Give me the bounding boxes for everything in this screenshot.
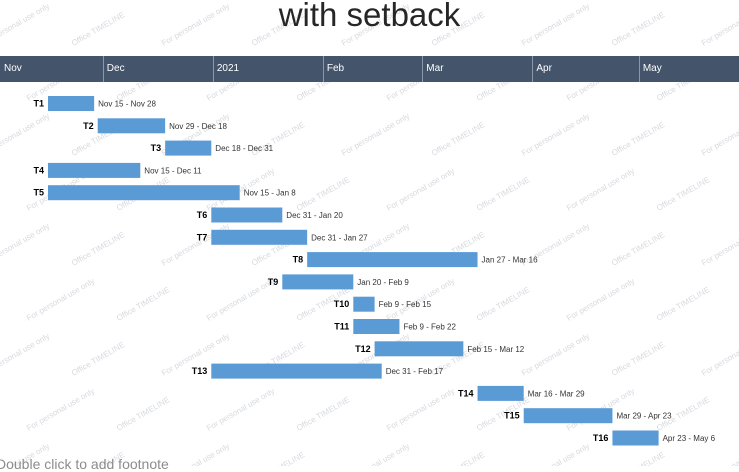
task-row[interactable]: T6 Dec 31 - Jan 20 xyxy=(197,207,344,223)
task-row[interactable]: T5 Nov 15 - Jan 8 xyxy=(33,185,297,201)
timeline-month-label: Dec xyxy=(106,63,125,74)
task-date-label: Dec 18 - Dec 31 xyxy=(215,144,273,153)
timeline-separator xyxy=(422,56,424,82)
task-name-label: T1 xyxy=(33,99,44,109)
task-bar[interactable] xyxy=(282,274,354,290)
task-name-label: T7 xyxy=(197,232,208,242)
task-name-label: T14 xyxy=(458,388,474,398)
task-bar[interactable] xyxy=(353,319,400,334)
task-name-label: T12 xyxy=(355,344,371,354)
task-row[interactable]: T15 Mar 29 - Apr 23 xyxy=(504,408,672,424)
task-bar[interactable] xyxy=(211,363,382,379)
task-row[interactable]: T8 Jan 27 - Mar 16 xyxy=(293,252,539,268)
timeline-band[interactable]: Nov Dec 2021 Feb Mar Apr May xyxy=(0,56,739,82)
task-bar[interactable] xyxy=(353,296,375,312)
task-bar[interactable] xyxy=(523,408,613,424)
task-date-label: Feb 9 - Feb 15 xyxy=(379,300,432,309)
task-row[interactable]: T7 Dec 31 - Jan 27 xyxy=(197,229,368,245)
task-name-label: T13 xyxy=(192,366,208,376)
task-name-label: T9 xyxy=(268,277,279,287)
footnote[interactable]: Double click to add footnote xyxy=(0,456,169,472)
task-date-label: Nov 29 - Dec 18 xyxy=(169,122,227,131)
timeline-separator xyxy=(212,56,214,82)
task-row[interactable]: T10 Feb 9 - Feb 15 xyxy=(334,296,432,312)
timeline-month-label: 2021 xyxy=(216,63,240,74)
task-row[interactable]: T12 Feb 15 - Mar 12 xyxy=(355,341,525,357)
timeline-separator xyxy=(638,56,640,82)
task-date-label: Jan 20 - Feb 9 xyxy=(357,278,409,287)
task-name-label: T2 xyxy=(83,121,94,131)
task-row[interactable]: T1 Nov 15 - Nov 28 xyxy=(33,96,157,111)
timeline-separator xyxy=(532,56,534,82)
task-row[interactable]: T14 Mar 16 - Mar 29 xyxy=(458,385,585,401)
task-row[interactable]: T16 Apr 23 - May 6 xyxy=(593,430,716,446)
task-date-label: Nov 15 - Dec 11 xyxy=(144,166,202,175)
task-bar[interactable] xyxy=(48,162,141,178)
task-date-label: Jan 27 - Mar 16 xyxy=(482,256,539,265)
task-date-label: Mar 16 - Mar 29 xyxy=(528,389,585,398)
task-name-label: T6 xyxy=(197,210,208,220)
task-name-label: T5 xyxy=(33,188,44,198)
timeline-month-label: May xyxy=(642,63,662,74)
task-date-label: Dec 31 - Feb 17 xyxy=(386,367,444,376)
task-date-label: Nov 15 - Nov 28 xyxy=(98,100,156,109)
task-date-label: Dec 31 - Jan 27 xyxy=(311,233,368,242)
timeline-separator xyxy=(322,56,324,82)
task-bar[interactable] xyxy=(48,96,95,111)
task-row[interactable]: T4 Nov 15 - Dec 11 xyxy=(33,162,202,178)
task-date-label: Feb 15 - Mar 12 xyxy=(467,345,524,354)
task-bar[interactable] xyxy=(97,118,166,134)
task-name-label: T16 xyxy=(593,433,609,443)
task-bar[interactable] xyxy=(211,207,283,223)
task-name-label: T10 xyxy=(334,299,350,309)
task-bar[interactable] xyxy=(307,252,478,268)
chart-title[interactable]: with setback xyxy=(278,0,461,33)
timeline-month-label: Feb xyxy=(326,63,345,74)
task-row[interactable]: T9 Jan 20 - Feb 9 xyxy=(268,274,410,290)
task-row[interactable]: T13 Dec 31 - Feb 17 xyxy=(192,363,444,379)
task-name-label: T15 xyxy=(504,411,520,421)
task-row[interactable]: T11 Feb 9 - Feb 22 xyxy=(334,319,456,334)
task-bar[interactable] xyxy=(477,385,524,401)
task-row[interactable]: T2 Nov 29 - Dec 18 xyxy=(83,118,228,134)
timeline-separator xyxy=(102,56,104,82)
timeline-month-label: Mar xyxy=(426,63,444,74)
task-name-label: T8 xyxy=(293,255,304,265)
task-row[interactable]: T3 Dec 18 - Dec 31 xyxy=(151,140,274,156)
task-name-label: T4 xyxy=(33,165,44,175)
task-date-label: Feb 9 - Feb 22 xyxy=(403,323,456,332)
task-date-label: Nov 15 - Jan 8 xyxy=(244,189,297,198)
task-date-label: Mar 29 - Apr 23 xyxy=(616,412,672,421)
task-name-label: T11 xyxy=(334,322,349,332)
task-date-label: Apr 23 - May 6 xyxy=(663,434,716,443)
timeline-month-label: Apr xyxy=(536,63,552,74)
task-bar[interactable] xyxy=(612,430,659,446)
task-bar[interactable] xyxy=(165,140,212,156)
task-name-label: T3 xyxy=(151,143,162,153)
task-bar[interactable] xyxy=(48,185,240,201)
task-bar[interactable] xyxy=(211,229,308,245)
timeline-month-label: Nov xyxy=(4,63,22,74)
task-bar[interactable] xyxy=(374,341,464,357)
task-date-label: Dec 31 - Jan 20 xyxy=(286,211,343,220)
